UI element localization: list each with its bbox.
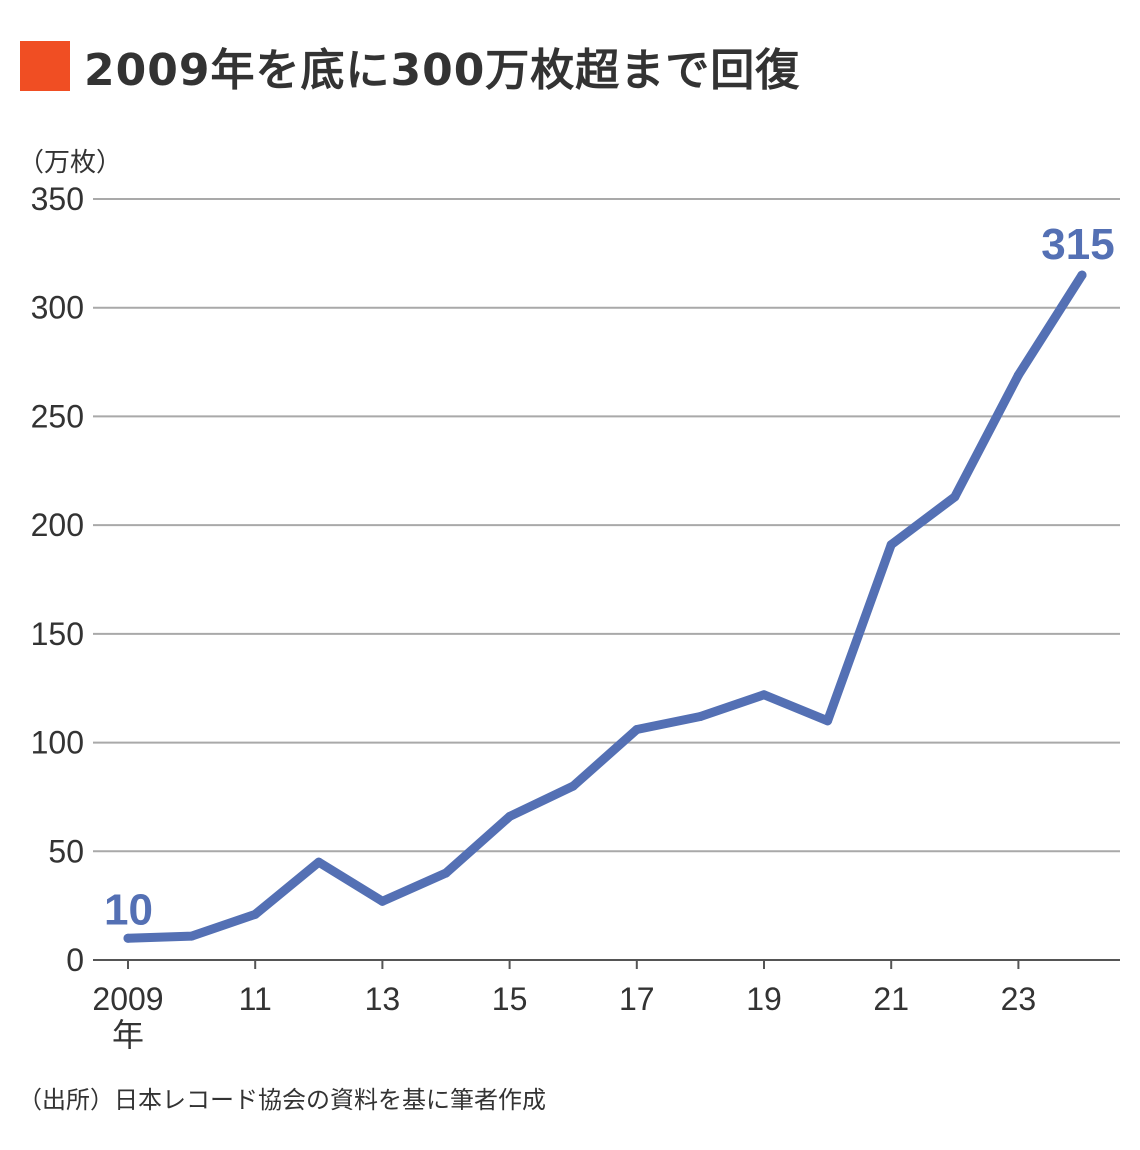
- chart-title: 2009年を底に300万枚超まで回復: [20, 36, 800, 96]
- x-tick-label-19: 19: [746, 981, 782, 1017]
- data-point-2021: [886, 540, 896, 550]
- y-tick-label-0: 0: [66, 942, 84, 978]
- title-marker: [20, 41, 70, 91]
- x-tick-label-11: 11: [239, 981, 272, 1017]
- x-tick-label-17: 17: [619, 981, 655, 1017]
- data-point-2019: [759, 690, 769, 700]
- y-tick-label-350: 350: [31, 181, 84, 217]
- data-point-2018: [695, 711, 705, 721]
- y-tick-label-250: 250: [31, 398, 84, 434]
- data-point-2020: [823, 716, 833, 726]
- y-tick-label-300: 300: [31, 290, 84, 326]
- data-point-2022: [950, 492, 960, 502]
- data-point-2011: [250, 909, 260, 919]
- data-point-2012: [314, 857, 324, 867]
- data-label-2024: 315: [1041, 220, 1114, 269]
- data-point-2016: [568, 781, 578, 791]
- x-tick-label-23: 23: [1001, 981, 1037, 1017]
- y-tick-label-150: 150: [31, 616, 84, 652]
- data-point-2014: [441, 868, 451, 878]
- x-tick-label-13: 13: [365, 981, 401, 1017]
- data-point-2009: [123, 933, 133, 943]
- data-point-2017: [632, 725, 642, 735]
- data-point-2010: [187, 931, 197, 941]
- y-tick-label-200: 200: [31, 507, 84, 543]
- x-tick-label-15: 15: [492, 981, 528, 1017]
- y-axis-unit-label: （万枚）: [18, 148, 123, 178]
- data-point-2023: [1013, 370, 1023, 380]
- series-line-0: [123, 270, 1087, 943]
- title-text: 2009年を底に300万枚超まで回復: [84, 45, 801, 96]
- data-point-2015: [505, 811, 515, 821]
- x-tick-label-2009: 2009: [92, 981, 163, 1017]
- data-label-2009: 10: [104, 885, 153, 934]
- x-tick-sublabel-2009: 年: [112, 1017, 144, 1053]
- data-point-2013: [377, 896, 387, 906]
- x-tick-label-21: 21: [873, 981, 909, 1017]
- source-note: （出所）日本レコード協会の資料を基に筆者作成: [18, 1086, 546, 1114]
- data-point-2024: [1077, 270, 1087, 280]
- y-tick-label-100: 100: [31, 725, 84, 761]
- y-tick-label-50: 50: [48, 833, 84, 869]
